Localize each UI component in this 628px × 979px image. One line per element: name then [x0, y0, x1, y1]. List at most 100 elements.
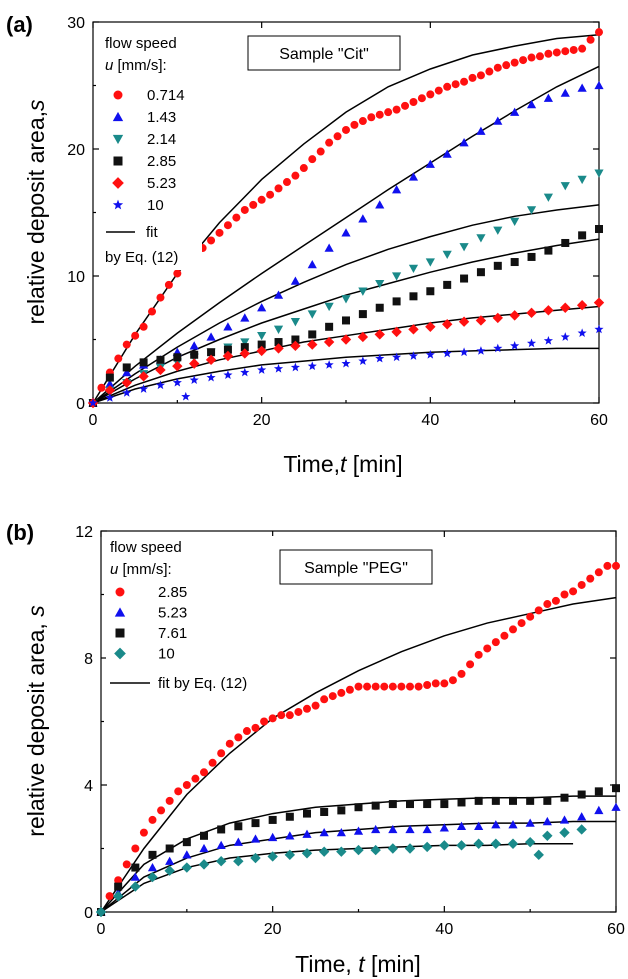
panel-a-fit-curve: [92, 347, 599, 404]
panel-a-data-point: [526, 307, 537, 319]
panel-b-data-point: [114, 882, 123, 891]
panel-b-legend-label: 10: [158, 646, 175, 663]
panel-a-data-point: [290, 340, 301, 352]
panel-a-data-point: [207, 236, 216, 245]
panel-a-data-point: [442, 348, 452, 358]
panel-a-data-point: [156, 293, 165, 302]
panel-b-data-point: [423, 680, 432, 689]
panel-a-data-point: [401, 101, 410, 110]
panel-b-data-point: [491, 638, 500, 647]
panel-a-data-point: [476, 126, 486, 135]
panel-a-data-point: [190, 350, 199, 359]
panel-a-legend-label: 2.85: [147, 153, 176, 170]
panel-b-data-point: [524, 836, 536, 848]
panel-b-data-point: [594, 787, 603, 796]
panel-b-data-point: [95, 906, 107, 918]
panel-a-data-point: [468, 73, 477, 82]
panel-a-legend: flow speed u [mm/s]: 0.714 1.43 2.14 2.85 5.…: [102, 30, 202, 270]
panel-a-legend-label: 5.23: [147, 175, 176, 192]
panel-b-data-point: [216, 840, 226, 850]
panel-a-data-point: [290, 362, 300, 372]
panel-b-data-point: [233, 837, 243, 846]
panel-b-data-point: [612, 561, 620, 570]
panel-b-data-point: [577, 790, 586, 799]
panel-a-data-point: [257, 195, 266, 204]
panel-b-data-point: [311, 701, 320, 710]
panel-a-data-point: [273, 363, 284, 373]
panel-b-data-point: [370, 844, 381, 856]
panel-a-data-point: [459, 347, 469, 357]
panel-b-data-point: [157, 806, 166, 815]
panel-a-data-point: [594, 324, 604, 334]
panel-b-data-point: [268, 714, 277, 723]
panel-b-data-point: [260, 717, 269, 726]
panel-a-data-point: [561, 238, 570, 247]
panel-a-data-point: [257, 332, 267, 341]
panel-a-legend-marker: [112, 111, 124, 122]
panel-a-data-point: [375, 200, 385, 209]
panel-a-data-point: [425, 321, 436, 332]
panel-a-data-point: [493, 261, 502, 270]
panel-a-data-point: [223, 322, 233, 331]
panel-b-data-point: [318, 846, 330, 857]
panel-b-fit-curve: [100, 820, 616, 913]
panel-a-data-point: [510, 258, 519, 267]
panel-a-fit-curve: [92, 204, 600, 404]
panel-b-data-point: [421, 841, 433, 853]
panel-b-data-point: [182, 850, 192, 859]
panel-b-data-point: [164, 865, 175, 876]
panel-b-ticks: 0 20 40 60 0 4 8 12: [75, 524, 625, 938]
panel-a-data-point: [526, 206, 537, 215]
panel-b-legend-title: flow speed: [110, 539, 182, 556]
panel-a-legend-label: 1.43: [147, 109, 176, 126]
panel-a-data-point: [240, 367, 250, 377]
panel-b-fit-curve: [100, 842, 574, 913]
panel-a-data-point: [510, 217, 520, 226]
panel-b-data-point: [543, 796, 552, 805]
panel-a-data-point: [543, 93, 553, 102]
panel-a-data-point: [324, 243, 334, 252]
panel-a-data-point: [122, 367, 132, 377]
panel-b-data-point: [526, 612, 535, 621]
panel-b-data-point: [181, 862, 193, 873]
panel-b-legend-marker: [114, 607, 126, 617]
panel-b-data-point: [474, 650, 483, 659]
panel-b-legend-marker: [114, 647, 126, 660]
panel-b-data-point: [406, 682, 414, 691]
panel-b-legend: flow speed u [mm/s]: 2.85 5.23 7.61 10 fit …: [106, 536, 274, 696]
panel-b-data-point: [337, 688, 346, 697]
panel-b-data-point: [191, 774, 200, 783]
panel-a-data-point: [510, 107, 520, 116]
panel-b-data-point: [586, 574, 595, 583]
panel-a-data-point: [290, 318, 300, 327]
panel-a-data-point: [577, 175, 587, 185]
panel-b-data-point: [354, 682, 363, 691]
panel-a-data-point: [519, 56, 528, 65]
panel-a-data-point: [122, 388, 132, 397]
panel-b-data-point: [165, 856, 175, 865]
panel-a-data-point: [173, 269, 182, 278]
panel-a-data-point: [172, 360, 183, 372]
panel-a-data-point: [148, 307, 157, 316]
panel-b-x-tick-label: 60: [607, 921, 625, 938]
panel-a-data-point: [459, 243, 469, 252]
panel-a-data-point: [215, 228, 224, 237]
panel-a-data-point: [266, 190, 275, 199]
panel-a-data-point: [341, 295, 351, 304]
panel-a-data-point: [232, 213, 241, 222]
panel-b-data-point: [551, 596, 560, 605]
panel-a-data-point: [323, 336, 335, 348]
panel-a-data-point: [475, 315, 487, 326]
panel-b-data-point: [422, 824, 432, 834]
panel-a-data-point: [485, 67, 494, 76]
panel-a-data-point: [493, 226, 503, 235]
panel-b-data-point: [491, 820, 501, 829]
panel-a-data-point: [299, 164, 308, 173]
panel-b-data-point: [131, 863, 140, 872]
panel-a-data-point: [273, 290, 284, 299]
panel-b-data-point: [560, 793, 569, 802]
panel-b-data-point: [336, 828, 346, 837]
panel-a-data-point: [282, 178, 291, 187]
panel-b-data-point: [130, 872, 140, 881]
